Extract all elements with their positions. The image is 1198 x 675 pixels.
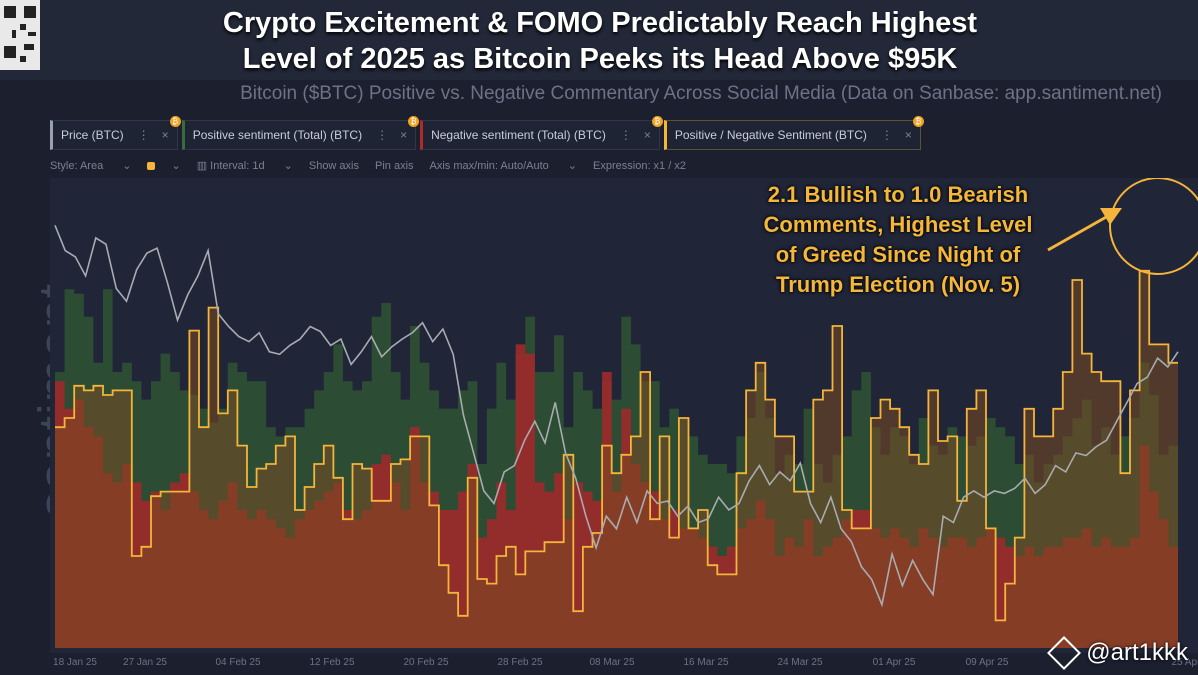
handle-text: @art1kkk <box>1086 639 1188 666</box>
annotation-line-1: 2.1 Bullish to 1.0 Bearish <box>767 182 1029 207</box>
close-icon[interactable]: × <box>643 128 651 142</box>
annotation-arrow-shaft <box>1047 214 1109 252</box>
color-select[interactable]: ⌄ <box>147 159 181 172</box>
x-tick-label: 09 Apr 25 <box>966 657 1009 668</box>
close-icon[interactable]: × <box>161 128 169 142</box>
x-tick-label: 12 Feb 25 <box>309 657 354 668</box>
x-tick-label: 24 Mar 25 <box>777 657 822 668</box>
metric-chip-price[interactable]: Price (BTC) ⋮ × ₿ <box>50 116 181 150</box>
interval-label: Interval: 1d <box>210 160 265 172</box>
x-tick-label: 04 Feb 25 <box>215 657 260 668</box>
ratio-area-fill <box>55 270 1178 648</box>
metric-list: Price (BTC) ⋮ × ₿ Positive sentiment (To… <box>50 116 925 150</box>
metric-chip-negative-sentiment[interactable]: Negative sentiment (Total) (BTC) ⋮ × ₿ <box>420 116 663 150</box>
x-tick-label: 18 Jan 25 <box>53 657 97 668</box>
x-tick-label: 16 Mar 25 <box>683 657 728 668</box>
expression-field[interactable]: Expression: x1 / x2 <box>593 159 686 172</box>
interval-select[interactable]: ▥ Interval: 1d ⌄ <box>196 160 293 172</box>
bitcoin-icon: ₿ <box>169 116 181 127</box>
qr-code <box>0 0 40 70</box>
metric-chip-positive-sentiment[interactable]: Positive sentiment (Total) (BTC) ⋮ × ₿ <box>181 116 420 150</box>
annotation-arrow-head <box>1100 208 1122 225</box>
author-handle: @art1kkk <box>1047 636 1188 670</box>
sentiment-chart: 18 Jan 25 27 Jan 25 04 Feb 25 12 Feb 25 20 F… <box>50 178 1198 668</box>
pin-axis-toggle[interactable]: Pin axis <box>375 159 414 172</box>
bitcoin-icon: ₿ <box>912 116 924 127</box>
style-select[interactable]: Style: Area ⌄ <box>50 160 132 172</box>
x-tick-label: 01 Apr 25 <box>873 657 916 668</box>
style-label: Style: Area <box>50 160 104 172</box>
chart-subtitle: Bitcoin ($BTC) Positive vs. Negative Com… <box>240 83 1162 104</box>
x-tick-label: 28 Feb 25 <box>497 657 542 668</box>
header-bar: Crypto Excitement & FOMO Predictably Rea… <box>0 0 1198 80</box>
show-axis-toggle[interactable]: Show axis <box>308 159 359 172</box>
x-tick-label: 08 Mar 25 <box>589 657 634 668</box>
annotation-line-3: of Greed Since Night of <box>775 242 1021 267</box>
ratio-line <box>55 269 1178 622</box>
annotation-line-4: Trump Election (Nov. 5) <box>775 272 1021 297</box>
axis-maxmin-label: Axis max/min: Auto/Auto <box>429 160 549 172</box>
page-title: Crypto Excitement & FOMO Predictably Rea… <box>80 5 1120 77</box>
x-tick-label: 25 Apr <box>1172 657 1198 668</box>
title-line-1: Crypto Excitement & FOMO Predictably Rea… <box>222 7 978 39</box>
metric-label-price: Price (BTC) <box>61 128 124 142</box>
close-icon[interactable]: × <box>904 128 912 142</box>
more-icon[interactable]: ⋮ <box>880 128 893 142</box>
annotation-circle <box>1109 178 1198 275</box>
x-tick-label: 27 Jan 25 <box>123 657 167 668</box>
price-line <box>54 225 1179 608</box>
metric-label-negative: Negative sentiment (Total) (BTC) <box>431 128 606 142</box>
color-swatch <box>147 162 156 171</box>
bitcoin-icon: ₿ <box>408 116 420 127</box>
metric-chip-ratio[interactable]: Positive / Negative Sentiment (BTC) ⋮ × … <box>663 116 924 150</box>
more-icon[interactable]: ⋮ <box>137 128 150 142</box>
title-line-2: Level of 2025 as Bitcoin Peeks its Head … <box>242 43 958 75</box>
metric-label-positive: Positive sentiment (Total) (BTC) <box>192 128 363 142</box>
binance-logo-icon <box>1047 636 1082 670</box>
close-icon[interactable]: × <box>400 128 408 142</box>
more-icon[interactable]: ⋮ <box>619 128 632 142</box>
more-icon[interactable]: ⋮ <box>376 128 389 142</box>
metric-label-ratio: Positive / Negative Sentiment (BTC) <box>674 128 867 142</box>
annotation-callout: 2.1 Bullish to 1.0 Bearish Comments, Hig… <box>748 180 1048 300</box>
x-tick-label: 20 Feb 25 <box>403 657 448 668</box>
axis-maxmin-select[interactable]: Axis max/min: Auto/Auto ⌄ <box>429 160 578 172</box>
bitcoin-icon: ₿ <box>651 116 663 127</box>
annotation-line-2: Comments, Highest Level <box>763 212 1033 237</box>
chart-toolbar: Style: Area ⌄ ⌄ ▥ Interval: 1d ⌄ Show ax… <box>50 159 702 173</box>
